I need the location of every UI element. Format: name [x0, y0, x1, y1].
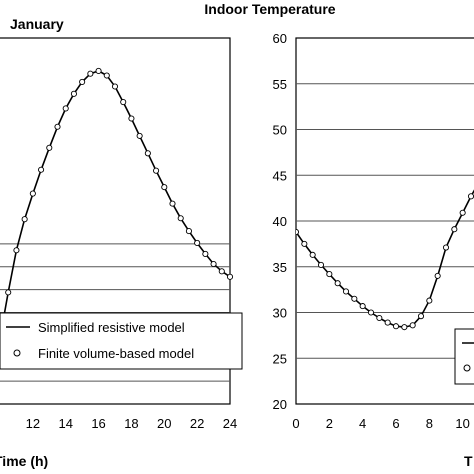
data-point-right [334, 280, 341, 287]
x-tick-label-left: 14 [58, 416, 72, 431]
x-tick-label-left: 18 [124, 416, 138, 431]
data-point-finite-volume [218, 268, 225, 275]
x-tick-label-left: 24 [223, 416, 237, 431]
data-point-right [342, 288, 350, 295]
data-point-finite-volume [202, 250, 209, 257]
data-point-finite-volume [136, 132, 143, 139]
data-point-right [367, 309, 375, 316]
data-point-right [326, 271, 333, 278]
y-tick-label-right: 30 [273, 306, 287, 321]
legend-box-right [454, 328, 474, 385]
y-tick-label-right: 20 [273, 397, 287, 412]
data-point-right [459, 209, 466, 216]
data-point-finite-volume [111, 83, 119, 90]
data-point-finite-volume [5, 289, 12, 296]
y-tick-label-right: 60 [273, 31, 287, 46]
x-tick-label-right: 4 [359, 416, 366, 431]
data-point-right [426, 297, 433, 304]
data-point-right [384, 319, 391, 326]
data-point-right [442, 244, 450, 251]
gridlines-right [296, 83, 474, 359]
data-point-finite-volume [62, 105, 69, 112]
data-point-finite-volume [161, 184, 168, 191]
legend-line-label: Simplified resistive model [38, 320, 185, 335]
x-tick-label-right: 0 [292, 416, 299, 431]
x-tick-label-left: 12 [26, 416, 40, 431]
x-axis-label-left: Time (h) [0, 453, 48, 469]
y-tick-label-right: 25 [273, 351, 287, 366]
data-point-right [451, 226, 458, 233]
data-point-right [376, 314, 383, 322]
data-point-right [317, 261, 325, 268]
data-point-finite-volume [128, 115, 135, 122]
x-tick-label-right: 8 [426, 416, 433, 431]
y-tick-label-right: 55 [273, 77, 287, 92]
data-point-finite-volume [87, 70, 94, 77]
x-tick-label-right: 10 [455, 416, 469, 431]
x-ticks-left: 12 14 16 18 20 22 24 [26, 416, 238, 431]
data-point-right [351, 295, 358, 302]
x-axis-label-right: T [464, 453, 473, 469]
data-point-right [301, 240, 308, 247]
x-tick-label-left: 16 [91, 416, 105, 431]
y-tick-label-right: 35 [273, 260, 287, 275]
data-point-right [296, 228, 300, 236]
x-ticks-right: 0 2 4 6 8 10 [292, 416, 470, 431]
data-point-finite-volume [79, 78, 86, 85]
x-tick-label-left: 22 [190, 416, 204, 431]
data-point-finite-volume [153, 167, 160, 174]
legend-right-marker-swatch [463, 364, 471, 372]
chart-title-right: Indoor Temperature [204, 1, 335, 17]
x-tick-label-right: 2 [326, 416, 333, 431]
data-point-right [392, 323, 400, 330]
y-tick-label-right: 45 [273, 168, 287, 183]
legend-marker-label: Finite volume-based model [38, 346, 194, 361]
data-point-finite-volume [226, 273, 234, 280]
y-tick-label-right: 40 [273, 214, 287, 229]
data-point-finite-volume [29, 190, 36, 197]
x-tick-label-left: 20 [157, 416, 171, 431]
data-point-finite-volume [120, 99, 127, 106]
data-point-finite-volume [185, 228, 192, 235]
data-point-finite-volume [194, 239, 201, 247]
data-point-finite-volume [70, 90, 77, 97]
data-point-finite-volume [169, 200, 176, 207]
data-point-finite-volume [103, 72, 110, 79]
data-point-finite-volume [54, 123, 61, 130]
data-point-right [467, 193, 474, 200]
data-point-right [417, 313, 425, 320]
data-point-finite-volume [95, 67, 102, 74]
legend-marker-swatch [13, 349, 21, 357]
data-point-finite-volume [46, 144, 53, 151]
y-tick-label-right: 50 [273, 123, 287, 138]
series-right [296, 189, 474, 331]
data-point-right [434, 272, 441, 279]
data-point-finite-volume [13, 247, 20, 254]
legend-box-left [0, 312, 243, 370]
x-tick-label-right: 6 [392, 416, 399, 431]
legend-left: Simplified resistive model Finite volume… [0, 312, 243, 370]
data-point-finite-volume [210, 260, 217, 268]
data-point-finite-volume [144, 150, 151, 157]
data-point-right [401, 324, 408, 331]
data-point-finite-volume [38, 166, 45, 173]
data-point-right [409, 322, 416, 329]
data-point-finite-volume [177, 215, 184, 222]
data-point-finite-volume [21, 216, 28, 223]
chart-title-left: January [10, 16, 64, 32]
data-point-right [309, 251, 316, 258]
data-point-right [359, 303, 366, 310]
y-ticks-right: 20 25 30 35 40 45 50 55 60 [273, 31, 287, 412]
chart-january: 12 14 16 18 20 22 24 January Time (h) Simplifi… [0, 16, 243, 469]
legend-right-partial [454, 328, 474, 385]
series-right-clipped [296, 189, 474, 331]
